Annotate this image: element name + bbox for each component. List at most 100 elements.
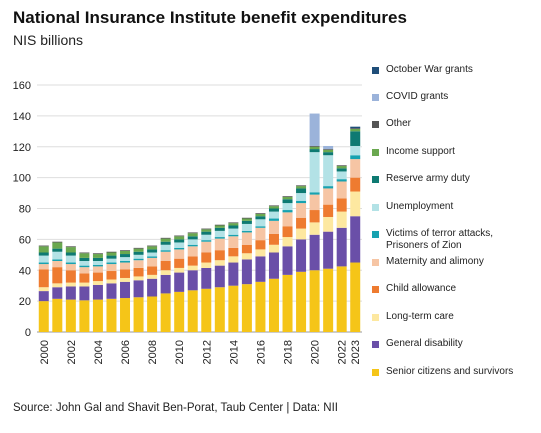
- bar-segment: [350, 191, 361, 217]
- bar-segment: [309, 113, 320, 146]
- bar-segment: [282, 237, 293, 247]
- y-tick-label: 40: [19, 265, 31, 277]
- bar-segment: [92, 281, 103, 285]
- bar-segment: [187, 270, 198, 291]
- bar-segment: [65, 247, 76, 253]
- bar-segment: [255, 216, 266, 220]
- legend-swatch: [372, 314, 379, 321]
- bar-segment: [120, 298, 131, 332]
- legend-item: COVID grants: [372, 91, 448, 103]
- bar-segment: [268, 233, 279, 245]
- bar-segment: [296, 228, 307, 240]
- bar-segment: [255, 256, 266, 282]
- bar-segment: [79, 257, 90, 261]
- bar-segment: [309, 270, 320, 332]
- bar-segment: [255, 213, 266, 214]
- bar-segment: [241, 232, 252, 245]
- bar-segment: [282, 199, 293, 204]
- bar-segment: [79, 273, 90, 283]
- bar-segment: [228, 285, 239, 332]
- bar-segment: [214, 287, 225, 332]
- bar-segment: [160, 237, 171, 239]
- bar-segment: [65, 264, 76, 271]
- y-tick-label: 100: [13, 173, 31, 185]
- bar-segment: [309, 210, 320, 223]
- bar-segment: [187, 236, 198, 240]
- y-tick-label: 140: [13, 111, 31, 123]
- bar-segment: [174, 267, 185, 273]
- bar-segment: [187, 233, 198, 237]
- legend-swatch: [372, 341, 379, 348]
- chart-title: National Insurance Institute benefit exp…: [13, 8, 407, 27]
- bar-segment: [174, 249, 185, 259]
- x-tick-label: 2010: [174, 340, 186, 364]
- legend-label: Long-term care: [386, 311, 454, 322]
- legend-swatch: [372, 369, 379, 376]
- legend-item: Long-term care: [372, 311, 454, 323]
- bar-segment: [214, 227, 225, 231]
- bar-segment: [336, 179, 347, 182]
- bar-segment: [52, 287, 63, 299]
- bar-segment: [79, 253, 90, 258]
- bar-segment: [174, 258, 185, 268]
- legend-label: Reserve army duty: [386, 173, 470, 184]
- legend-label: Victims of terror attacks, Prisoners of …: [386, 228, 494, 251]
- bar-segment: [120, 260, 131, 263]
- bar-segment: [133, 276, 144, 281]
- bar-segment: [350, 128, 361, 132]
- bar-segment: [309, 222, 320, 235]
- legend-label: General disability: [386, 338, 463, 349]
- bar-segment: [296, 271, 307, 332]
- bar-segment: [174, 239, 185, 243]
- bar-segment: [187, 290, 198, 332]
- bar-segment: [201, 241, 212, 253]
- bar-segment: [350, 145, 361, 156]
- x-tick-label: 2020: [310, 340, 322, 364]
- bar-segment: [228, 234, 239, 237]
- bar-segment: [241, 218, 252, 221]
- bar-segment: [38, 269, 49, 288]
- bar-segment: [350, 131, 361, 146]
- legend-swatch: [372, 67, 379, 74]
- x-axis-ticks: 2000 2002 2004 2006 2008 2010 2012 2014 2016 2018…: [39, 340, 362, 364]
- bar-segment: [336, 171, 347, 180]
- legend-item: October War grants: [372, 64, 473, 76]
- y-tick-label: 80: [19, 204, 31, 216]
- y-tick-label: 20: [19, 296, 31, 308]
- bar-segment: [228, 236, 239, 248]
- y-tick-label: 160: [13, 80, 31, 92]
- bar-segment: [133, 258, 144, 261]
- x-tick-label: 2018: [283, 340, 295, 364]
- x-tick-label: 2022: [337, 340, 349, 364]
- bar-segment: [350, 177, 361, 192]
- bar-segment: [309, 152, 320, 193]
- bar-segment: [52, 248, 63, 252]
- bar-segment: [133, 254, 144, 259]
- bar-segment: [296, 200, 307, 204]
- bar-segment: [147, 274, 158, 279]
- x-tick-label: 2016: [255, 340, 267, 364]
- bar-segment: [296, 185, 307, 187]
- bar-segment: [214, 250, 225, 261]
- bar-segment: [268, 208, 279, 212]
- bar-segment: [106, 255, 117, 259]
- bar-segment: [79, 252, 90, 254]
- bar-segment: [214, 265, 225, 288]
- bar-segment: [92, 299, 103, 332]
- bar-segment: [336, 227, 347, 267]
- bar-segment: [160, 270, 171, 275]
- bar-segment: [350, 155, 361, 160]
- bar-segment: [52, 267, 63, 284]
- y-tick-label: 120: [13, 142, 31, 154]
- legend-item: Maternity and alimony: [372, 256, 484, 268]
- bar-segment: [52, 251, 63, 260]
- bar-segment: [336, 166, 347, 169]
- bar-segment: [201, 240, 212, 242]
- bar-segment: [160, 260, 171, 271]
- bar-segment: [174, 236, 185, 240]
- bar-segment: [147, 278, 158, 297]
- bar-segment: [268, 211, 279, 219]
- bar-segment: [214, 260, 225, 266]
- legend-item: Victims of terror attacks, Prisoners of …: [372, 228, 493, 252]
